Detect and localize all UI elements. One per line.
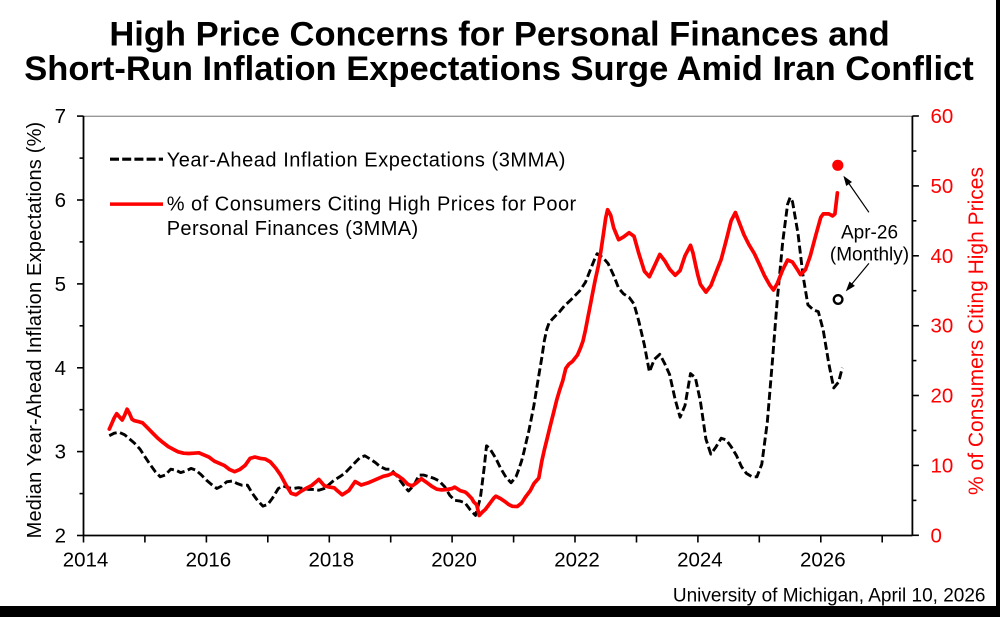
svg-text:5: 5 — [55, 273, 66, 296]
svg-text:University of Michigan, April: University of Michigan, April 10, 2026 — [673, 586, 986, 607]
svg-text:40: 40 — [931, 245, 954, 268]
svg-text:60: 60 — [931, 105, 954, 128]
svg-text:10: 10 — [931, 454, 954, 477]
svg-text:2016: 2016 — [186, 549, 232, 572]
svg-text:3: 3 — [55, 441, 66, 464]
svg-text:2: 2 — [55, 525, 66, 548]
svg-text:2020: 2020 — [431, 549, 477, 572]
svg-text:2014: 2014 — [63, 549, 109, 572]
svg-text:6: 6 — [55, 189, 66, 212]
svg-text:High Price Concerns for Person: High Price Concerns for Personal Finance… — [109, 15, 889, 53]
svg-text:Year-Ahead Inflation Expectati: Year-Ahead Inflation Expectations (3MMA) — [167, 149, 566, 171]
svg-text:7: 7 — [55, 105, 66, 128]
svg-text:2022: 2022 — [554, 549, 600, 572]
svg-text:% of Consumers Citing High Pri: % of Consumers Citing High Prices for Po… — [167, 194, 577, 216]
svg-text:Short-Run Inflation Expectatio: Short-Run Inflation Expectations Surge A… — [24, 50, 974, 88]
svg-text:4: 4 — [55, 357, 66, 380]
svg-text:20: 20 — [931, 385, 954, 408]
svg-text:Median Year-Ahead Inflation Ex: Median Year-Ahead Inflation Expectations… — [24, 122, 46, 539]
svg-text:50: 50 — [931, 175, 954, 198]
svg-text:Apr-26: Apr-26 — [841, 223, 898, 244]
svg-text:2024: 2024 — [677, 549, 723, 572]
svg-text:2026: 2026 — [800, 549, 846, 572]
svg-text:(Monthly): (Monthly) — [830, 245, 909, 266]
svg-text:% of Consumers Citing High Pri: % of Consumers Citing High Prices — [965, 167, 988, 495]
svg-text:2018: 2018 — [308, 549, 354, 572]
svg-text:30: 30 — [931, 315, 954, 338]
svg-text:0: 0 — [931, 524, 942, 547]
svg-text:Personal Finances (3MMA): Personal Finances (3MMA) — [167, 218, 419, 240]
